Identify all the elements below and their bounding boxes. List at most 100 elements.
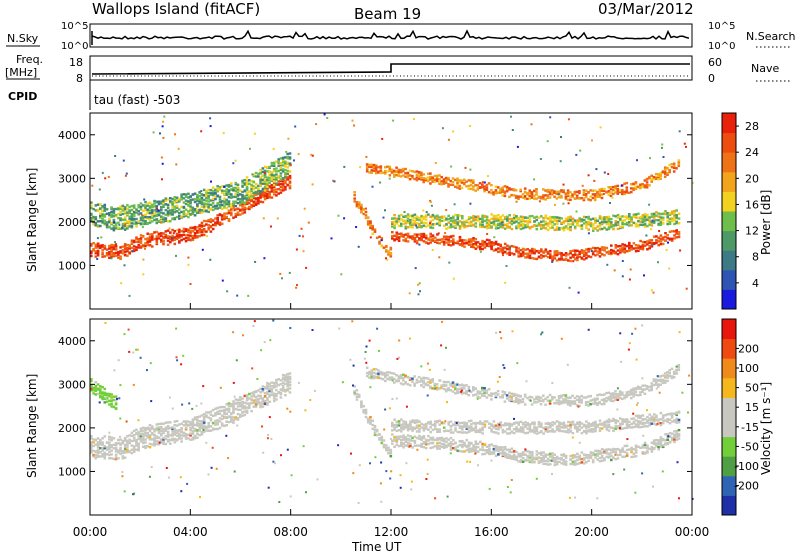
heatmap-cell — [664, 235, 667, 239]
heatmap-cell — [621, 225, 624, 228]
heatmap-cell — [182, 434, 186, 437]
heatmap-cell — [607, 455, 611, 458]
heatmap-cell — [422, 436, 426, 440]
heatmap-cell — [193, 236, 197, 239]
heatmap-cell — [202, 421, 206, 424]
heatmap-cell — [427, 237, 430, 240]
heatmap-cell — [162, 240, 165, 243]
heatmap-cell — [175, 237, 179, 240]
heatmap-cell — [272, 174, 276, 177]
heatmap-cell — [90, 250, 93, 253]
heatmap-cell — [248, 202, 251, 205]
heatmap-cell — [385, 257, 387, 260]
heatmap-cell — [546, 421, 550, 425]
heatmap-cell — [227, 205, 231, 208]
heatmap-cell — [153, 199, 156, 203]
heatmap-cell — [189, 212, 192, 216]
heatmap-cell — [420, 216, 423, 219]
heatmap-cell — [159, 132, 161, 135]
heatmap-cell — [94, 224, 98, 227]
heatmap-cell — [284, 394, 287, 397]
heatmap-cell — [232, 419, 235, 422]
heatmap-cell — [535, 218, 539, 222]
heatmap-cell — [171, 228, 174, 232]
heatmap-cell — [576, 258, 579, 262]
heatmap-cell — [610, 458, 613, 462]
heatmap-cell — [209, 429, 213, 432]
heatmap-cell — [578, 255, 581, 258]
heatmap-cell — [431, 234, 435, 237]
heatmap-cell — [393, 238, 396, 241]
heatmap-cell — [519, 215, 523, 218]
heatmap-cell — [456, 241, 460, 245]
heatmap-cell — [182, 431, 186, 434]
heatmap-cell — [234, 416, 238, 419]
heatmap-cell — [236, 211, 240, 214]
heatmap-cell — [187, 215, 190, 219]
heatmap-cell — [259, 200, 262, 203]
heatmap-cell — [494, 454, 498, 457]
heatmap-cell — [549, 459, 552, 462]
heatmap-cell — [524, 216, 527, 219]
heatmap-cell — [205, 209, 208, 212]
heatmap-cell — [151, 245, 154, 248]
heatmap-cell — [612, 456, 615, 459]
heatmap-cell — [625, 418, 629, 421]
heatmap-cell — [429, 441, 432, 445]
heatmap-cell — [657, 445, 660, 449]
heatmap-cell — [634, 244, 638, 247]
heatmap-cell — [643, 215, 647, 218]
heatmap-cell — [467, 419, 471, 423]
heatmap-cell — [261, 178, 265, 181]
heatmap-cell — [458, 239, 462, 242]
heatmap-cell — [413, 222, 417, 225]
heatmap-cell — [232, 195, 235, 199]
heatmap-cell — [200, 231, 204, 234]
heatmap-cell — [616, 425, 620, 428]
heatmap-cell — [465, 421, 469, 425]
heatmap-cell — [270, 164, 274, 167]
heatmap-cell — [404, 440, 408, 443]
heatmap-cell — [585, 216, 588, 219]
heatmap-cell — [281, 183, 285, 186]
heatmap-cell — [652, 235, 656, 238]
heatmap-cell — [96, 454, 100, 457]
heatmap-cell — [139, 208, 143, 211]
heatmap-cell — [404, 438, 408, 441]
heatmap-cell — [528, 428, 532, 431]
heatmap-cell — [456, 179, 459, 182]
heatmap-cell — [241, 190, 244, 194]
heatmap-cell — [603, 221, 606, 224]
heatmap-cell — [413, 435, 417, 438]
heatmap-cell — [397, 220, 401, 223]
heatmap-cell — [404, 172, 407, 175]
heatmap-cell — [587, 425, 590, 429]
heatmap-cell — [169, 231, 172, 234]
heatmap-cell — [105, 441, 109, 444]
heatmap-cell — [517, 455, 520, 458]
heatmap-cell — [479, 242, 482, 246]
heatmap-cell — [225, 412, 228, 416]
heatmap-cell — [161, 125, 164, 128]
heatmap-cell — [566, 194, 570, 198]
heatmap-cell — [442, 224, 446, 227]
heatmap-cell — [438, 222, 441, 225]
heatmap-cell — [196, 429, 199, 432]
heatmap-cell — [137, 432, 140, 436]
heatmap-cell — [641, 248, 645, 251]
heatmap-cell — [160, 433, 163, 436]
heatmap-cell — [524, 248, 527, 251]
heatmap-cell — [509, 246, 511, 249]
heatmap-cell — [578, 217, 581, 220]
heatmap-cell — [261, 402, 265, 405]
heatmap-cell — [135, 222, 138, 226]
heatmap-cell — [223, 415, 226, 419]
heatmap-cell — [198, 433, 201, 437]
heatmap-cell — [132, 245, 136, 248]
heatmap-cell — [436, 238, 439, 242]
heatmap-cell — [424, 241, 427, 243]
heatmap-cell — [178, 423, 181, 426]
heatmap-cell — [218, 188, 222, 191]
heatmap-cell — [103, 215, 107, 218]
heatmap-cell — [485, 451, 489, 454]
